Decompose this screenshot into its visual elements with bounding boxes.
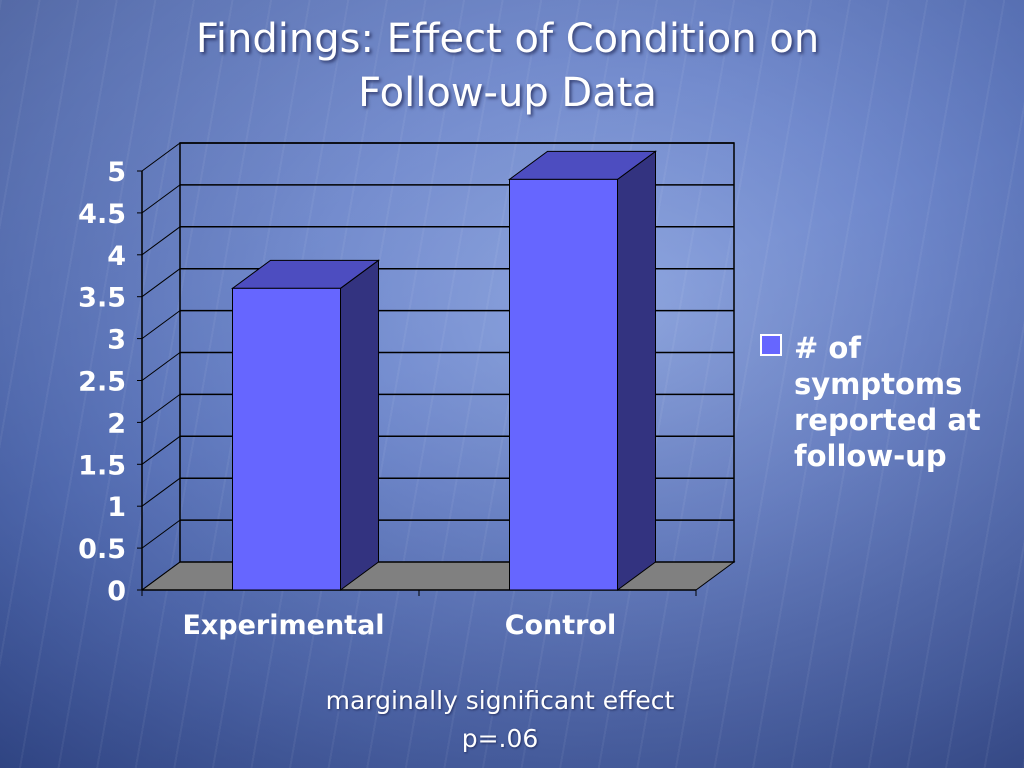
left-wall-line [141,435,181,465]
y-tick-label: 4.5 [78,199,126,230]
y-tick-label: 2 [107,408,126,439]
bar-side [340,259,379,591]
slide-title-line-1: Findings: Effect of Condition on [195,16,820,62]
x-tick-label: Control [505,610,617,641]
bar-control [509,178,618,591]
legend-swatch [760,334,782,356]
slide-title-line-2: Follow-up Data [358,70,657,116]
y-tick-label: 1 [107,492,126,523]
y-tick-label: 3 [107,325,126,356]
slide-title: Findings: Effect of Condition on Follow-… [0,12,1015,120]
left-wall-line [141,310,181,340]
bar-side [617,150,656,591]
y-tick-label: 0.5 [78,534,126,565]
left-wall-line [141,393,181,423]
left-wall-line [141,184,181,214]
left-wall-line [141,142,181,172]
left-wall-line [141,519,181,549]
x-tick-label: Experimental [182,610,384,641]
y-tick-label: 5 [107,157,126,188]
y-tick-label: 4 [107,241,126,272]
left-wall-line [141,352,181,381]
y-tick-label: 1.5 [78,450,126,481]
left-wall-line [141,561,181,591]
bar-experimental [232,287,341,591]
legend-label: # of symptoms reported at follow-up [794,331,981,473]
significance-note: marginally significant effect [325,686,675,715]
left-wall-line [141,268,181,298]
y-tick-label: 2.5 [78,367,126,398]
left-wall-line [141,477,181,507]
y-tick-label: 3.5 [78,283,126,314]
p-value-note: p=.06 [461,724,539,753]
y-tick-label: 0 [107,576,126,607]
left-wall-line [141,226,181,256]
